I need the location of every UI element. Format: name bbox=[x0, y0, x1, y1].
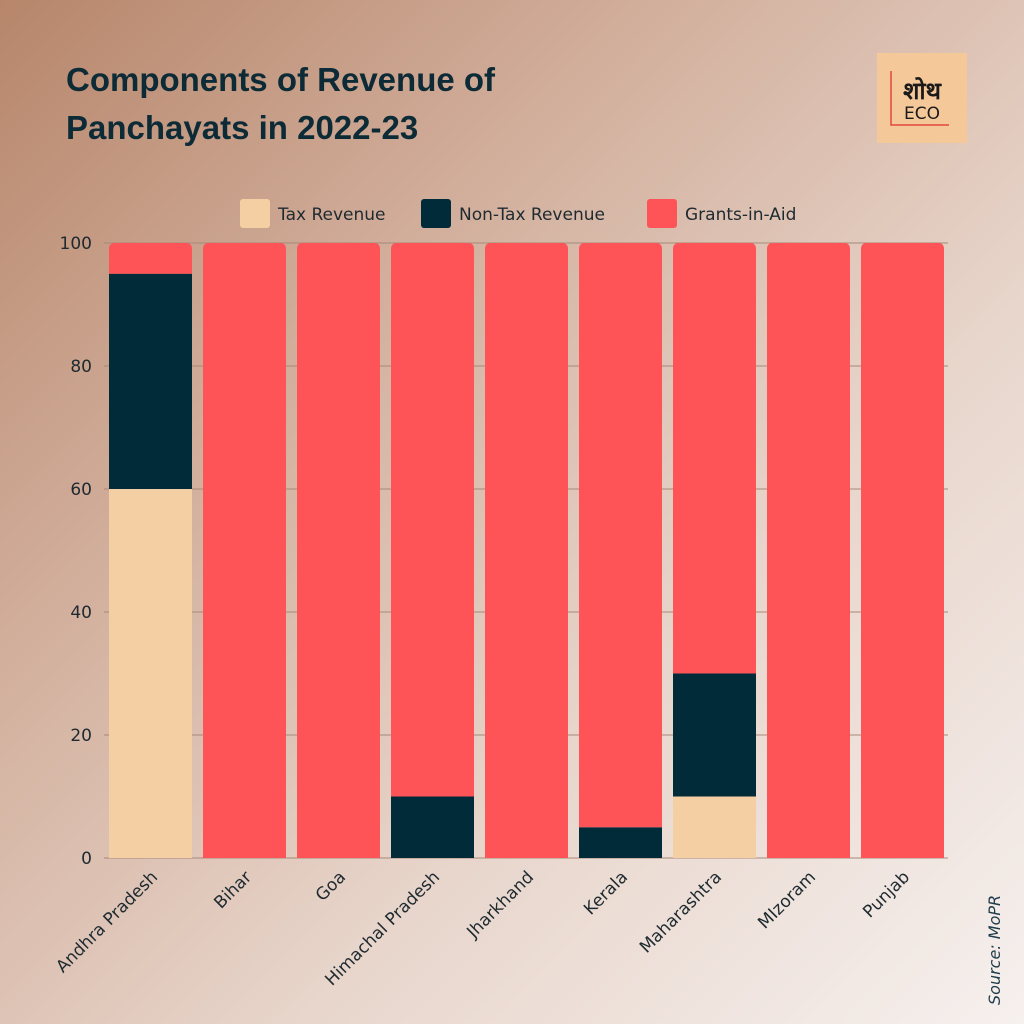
y-tick-label: 40 bbox=[70, 603, 92, 623]
legend-label: Tax Revenue bbox=[277, 205, 386, 225]
x-tick-label: Goa bbox=[312, 867, 350, 905]
legend-label: Grants-in-Aid bbox=[685, 205, 796, 225]
bar-segment-non-tax-revenue bbox=[109, 273, 192, 489]
bar-segment-non-tax-revenue bbox=[579, 827, 662, 858]
svg-text:ECO: ECO bbox=[904, 104, 940, 124]
chart-title: Components of Revenue of Panchayats in 20… bbox=[66, 56, 495, 152]
bar-segment-tax-revenue bbox=[109, 489, 192, 858]
bar-segment-grants-in-aid bbox=[767, 243, 850, 858]
source-note: Source: MoPR bbox=[985, 894, 1004, 1005]
bar-segment-tax-revenue bbox=[673, 796, 756, 858]
legend-swatch bbox=[421, 199, 451, 228]
bar-segment-grants-in-aid bbox=[485, 243, 568, 858]
y-tick-label: 60 bbox=[70, 480, 92, 500]
legend-swatch bbox=[647, 199, 677, 228]
bar-segment-grants-in-aid bbox=[109, 243, 192, 274]
bar-segment-grants-in-aid bbox=[673, 243, 756, 674]
svg-text:शोथ: शोथ bbox=[903, 77, 943, 105]
logo-icon: शोथ ECO bbox=[890, 71, 949, 126]
bar-segment-grants-in-aid bbox=[579, 243, 662, 828]
title-line-1: Components of Revenue of bbox=[66, 61, 496, 98]
y-tick-label: 100 bbox=[60, 234, 92, 254]
x-tick-label: Jharkhand bbox=[463, 867, 539, 943]
legend-label: Non-Tax Revenue bbox=[459, 205, 605, 225]
bar-segment-non-tax-revenue bbox=[673, 673, 756, 797]
y-tick-label: 20 bbox=[70, 726, 92, 746]
bar-segment-grants-in-aid bbox=[297, 243, 380, 858]
bar-segment-grants-in-aid bbox=[861, 243, 944, 858]
shodh-eco-logo: शोथ ECO bbox=[877, 53, 967, 143]
x-tick-label: Andhra Pradesh bbox=[52, 867, 162, 977]
x-tick-label: MIzoram bbox=[754, 867, 820, 933]
title-line-2: Panchayats in 2022-23 bbox=[66, 109, 419, 146]
x-tick-label: Punjab bbox=[859, 867, 914, 922]
bar-segment-non-tax-revenue bbox=[391, 796, 474, 858]
bar-segment-grants-in-aid bbox=[391, 243, 474, 797]
y-tick-label: 80 bbox=[70, 357, 92, 377]
legend-swatch bbox=[240, 199, 270, 228]
y-tick-label: 0 bbox=[81, 849, 92, 869]
x-tick-label: Kerala bbox=[580, 867, 632, 919]
x-tick-label: Maharashtra bbox=[636, 867, 726, 957]
bar-segment-grants-in-aid bbox=[203, 243, 286, 858]
x-tick-label: Bihar bbox=[210, 867, 256, 913]
